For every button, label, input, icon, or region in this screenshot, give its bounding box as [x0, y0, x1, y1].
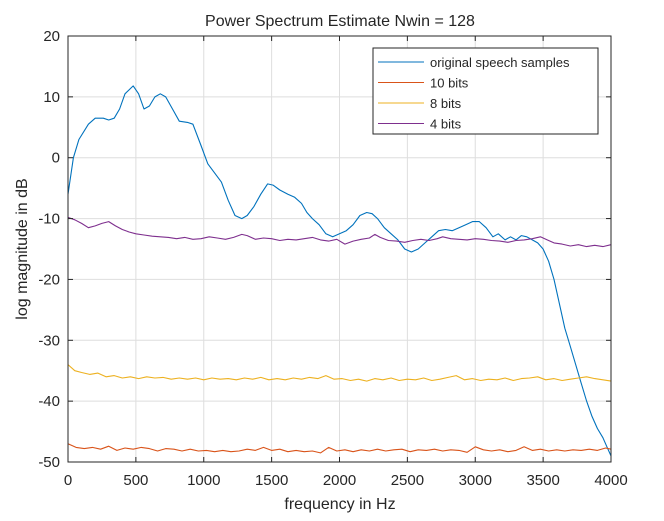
legend-label-8-bits: 8 bits [430, 96, 462, 111]
x-tick-label: 0 [64, 472, 72, 489]
x-tick-label: 3500 [526, 472, 559, 489]
series-line-10-bits [67, 443, 612, 454]
legend-label-4-bits: 4 bits [430, 117, 462, 132]
y-axis-label: log magnitude in dB [14, 178, 31, 319]
legend: original speech samples 10 bits 8 bits 4 bi… [372, 47, 599, 135]
x-tick-label: 4000 [594, 472, 627, 489]
series-line-8-bits [67, 364, 612, 382]
x-tick-label: 2500 [391, 472, 424, 489]
x-axis-label: frequency in Hz [284, 496, 395, 513]
x-tick-label: 3000 [459, 472, 492, 489]
y-tick-label: 20 [43, 28, 60, 45]
chart-title: Power Spectrum Estimate Nwin = 128 [205, 13, 475, 30]
legend-label-10-bits: 10 bits [430, 76, 469, 91]
ticks: 0 500 1000 1500 2000 2500 3000 3500 4000 20 10 0 -10… [38, 28, 627, 489]
legend-label-original-speech-samples: original speech samples [430, 55, 570, 70]
x-tick-label: 2000 [323, 472, 356, 489]
x-tick-label: 1500 [255, 472, 288, 489]
series-line-4-bits [67, 216, 612, 248]
y-tick-label: 0 [52, 150, 60, 167]
y-tick-label: -10 [38, 211, 60, 228]
y-tick-label: 10 [43, 89, 60, 106]
series-line-original-speech-samples [67, 85, 612, 457]
series-layer [67, 85, 612, 457]
x-tick-label: 500 [123, 472, 148, 489]
y-tick-label: -40 [38, 393, 60, 410]
y-tick-label: -30 [38, 332, 60, 349]
y-tick-label: -20 [38, 271, 60, 288]
legend-entries: original speech samples 10 bits 8 bits 4 bi… [378, 55, 570, 132]
x-tick-label: 1000 [187, 472, 220, 489]
y-tick-label: -50 [38, 454, 60, 471]
